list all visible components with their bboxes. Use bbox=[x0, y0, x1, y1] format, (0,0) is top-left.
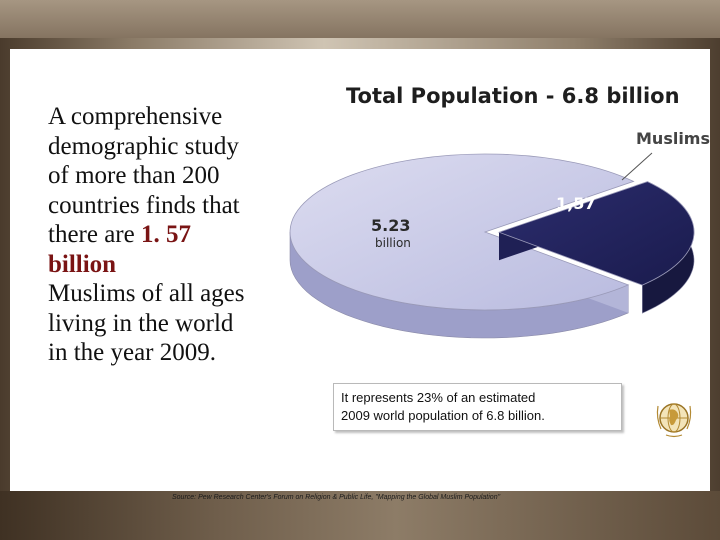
billion-highlight: billion bbox=[48, 250, 117, 278]
pie-main-slice bbox=[289, 153, 635, 311]
chart-title: Total Population - 6.8 billion bbox=[346, 84, 680, 108]
pie-muslims-slice bbox=[497, 181, 695, 286]
intro-line: A comprehensive bbox=[48, 103, 223, 130]
intro-line: countries finds that bbox=[48, 191, 240, 219]
intro-line: Muslims of all ages bbox=[48, 280, 245, 307]
caption-box: It represents 23% of an estimated 2009 w… bbox=[333, 383, 622, 431]
top-decor-band bbox=[0, 0, 720, 38]
slice-sublabel-main: billion bbox=[375, 236, 411, 250]
caption-line: It represents 23% of an estimated bbox=[341, 390, 536, 405]
intro-line: demographic study bbox=[48, 132, 239, 160]
intro-line-prefix: there are bbox=[48, 221, 141, 248]
muslims-callout-label: Muslims bbox=[636, 129, 710, 148]
bottom-decor-band bbox=[0, 491, 720, 540]
intro-line: there are 1. 57 bbox=[48, 220, 288, 250]
source-citation: Source: Pew Research Center's Forum on R… bbox=[172, 494, 501, 501]
intro-line: living in the world bbox=[48, 309, 234, 337]
globe-icon bbox=[656, 403, 692, 438]
muslim-population-highlight: 1. 57 bbox=[140, 221, 191, 248]
pie-slices bbox=[289, 153, 695, 339]
slice-value-label-main: 5.23 bbox=[371, 216, 410, 235]
intro-line: of more than 200 bbox=[48, 162, 220, 189]
intro-text: A comprehensive demographic study of mor… bbox=[48, 102, 288, 368]
caption-line: 2009 world population of 6.8 billion. bbox=[341, 408, 545, 423]
muslims-callout-line bbox=[621, 152, 653, 181]
slice-value-label-muslims: 1,57 bbox=[556, 194, 595, 213]
intro-line: in the year 2009. bbox=[48, 339, 217, 366]
